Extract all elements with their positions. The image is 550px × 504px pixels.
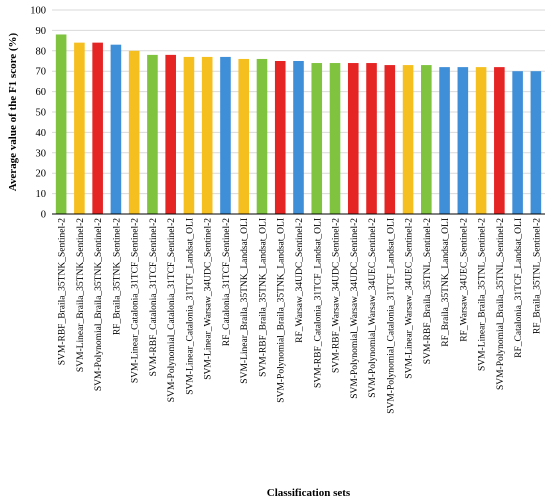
bar bbox=[293, 61, 304, 214]
x-category-label: SVM-RBF_Braila_35TNK_Sentinel-2 bbox=[58, 218, 68, 365]
bar bbox=[220, 56, 231, 214]
x-category-label: SVM-Polynomial_Catalonia_31TCF_Landsat_O… bbox=[386, 218, 396, 414]
bar bbox=[274, 61, 286, 214]
x-category-label: SVM-Linear_Warsaw_34UEC_Sentinel-2 bbox=[405, 218, 415, 379]
bar bbox=[256, 58, 268, 215]
bar bbox=[183, 56, 195, 214]
x-category-label: SVM-Linear_Braila_35TNK_Landsat_OLI bbox=[240, 218, 250, 384]
x-category-label: SVM-RBF_Catalonia_31TCF_Landsat_OLI bbox=[313, 218, 323, 388]
bar bbox=[201, 56, 213, 214]
bar bbox=[421, 65, 432, 214]
y-axis-title: Average value of the F1 score (%) bbox=[7, 32, 19, 191]
x-category-label: RF_Braila_35TNL_Sentinel-2 bbox=[532, 218, 542, 334]
x-category-label: SVM-Linear_Braila_35TNL_Sentinel-2 bbox=[478, 218, 488, 371]
y-tick-label: 70 bbox=[36, 67, 47, 78]
x-category-label: RF_Braila_35TNK_Landsat_OLI bbox=[441, 218, 451, 347]
x-category-label: SVM-Polynomial_Braila_35TNK_Landsat_OLI bbox=[277, 218, 287, 403]
x-category-label: RF_Braila_35TNK_Sentinel-2 bbox=[112, 218, 122, 335]
y-tick-labels: 0 10 20 30 40 50 60 70 80 90 100 bbox=[30, 6, 46, 221]
bar bbox=[74, 42, 85, 214]
bar bbox=[512, 71, 523, 214]
y-tick-label: 80 bbox=[36, 46, 47, 57]
x-axis-title: Classification sets bbox=[267, 487, 351, 499]
x-category-label: RF_Catalonia_31TCF_Sentinel-2 bbox=[222, 218, 232, 346]
bar bbox=[110, 44, 122, 215]
x-category-label: SVM-RBF_Braila_35TNK_Landsat_OLI bbox=[258, 218, 268, 377]
x-category-label: SVM-Polynomial_Braila_35TNK_Sentinel-2 bbox=[94, 218, 104, 391]
x-category-label: SVM-Polynomial_Catalonia_31TCF_Sentinel-… bbox=[167, 218, 177, 402]
x-category-label: SVM-RBF_Warsaw_34UDC_Sentinel-2 bbox=[332, 218, 342, 373]
bar bbox=[530, 71, 542, 214]
bar bbox=[384, 65, 396, 214]
x-category-label: SVM-Linear_Catalonia_31TCF_Landsat_OLI bbox=[185, 218, 195, 395]
y-tick-label: 40 bbox=[36, 128, 47, 139]
bar bbox=[457, 67, 469, 215]
x-category-label: SVM-Linear_Braila_35TNK_Sentinel-2 bbox=[76, 218, 86, 372]
x-category-label: SVM-Polynomial_Warsaw_34UDC_Sentinel-2 bbox=[350, 218, 360, 399]
x-category-label: SVM-Polynomial_Warsaw_34UEC_Sentinel-2 bbox=[368, 218, 378, 398]
x-category-label: SVM-Polynomial_Braila_35TNL_Sentinel-2 bbox=[496, 218, 506, 390]
x-category-labels: SVM-RBF_Braila_35TNK_Sentinel-2 SVM-Linea… bbox=[58, 218, 543, 414]
y-tick-label: 100 bbox=[30, 6, 46, 17]
bar bbox=[55, 34, 67, 215]
y-tick-label: 30 bbox=[36, 148, 47, 159]
bar bbox=[311, 63, 323, 214]
x-category-label: RF_Warsaw_34UEC_Sentinel-2 bbox=[459, 218, 469, 342]
x-category-label: SVM-Linear_Warsaw_34UDC_Sentinel-2 bbox=[204, 218, 214, 380]
bar bbox=[92, 42, 103, 214]
x-category-label: RF_Catalonia_31TCF_Landsat_OLI bbox=[514, 218, 524, 358]
bar bbox=[402, 65, 414, 214]
bar bbox=[439, 67, 450, 215]
y-tick-label: 10 bbox=[36, 189, 47, 200]
x-category-label: SVM-RBF_Braila_35TNL_Sentinel-2 bbox=[423, 218, 433, 364]
bar bbox=[366, 63, 377, 214]
y-tick-label: 60 bbox=[36, 87, 47, 98]
bar bbox=[475, 67, 487, 215]
y-tick-label: 50 bbox=[36, 108, 47, 119]
bar bbox=[494, 67, 505, 215]
y-tick-label: 90 bbox=[36, 26, 47, 37]
x-category-label: SVM-Linear_Catalonia_31TCF_Sentinel-2 bbox=[131, 218, 141, 383]
x-category-label: SVM-RBF_Catalonia_31TCF_Sentinel-2 bbox=[149, 218, 159, 377]
bar bbox=[128, 50, 140, 214]
bar bbox=[238, 58, 250, 215]
y-tick-label: 0 bbox=[41, 210, 46, 221]
y-tick-label: 20 bbox=[36, 169, 47, 180]
x-category-label: RF_Warsaw_34UDC_Sentinel-2 bbox=[295, 218, 305, 343]
bar bbox=[147, 54, 158, 214]
bar bbox=[329, 63, 341, 214]
bar bbox=[347, 63, 359, 214]
bar bbox=[165, 54, 176, 214]
bars bbox=[55, 34, 542, 215]
